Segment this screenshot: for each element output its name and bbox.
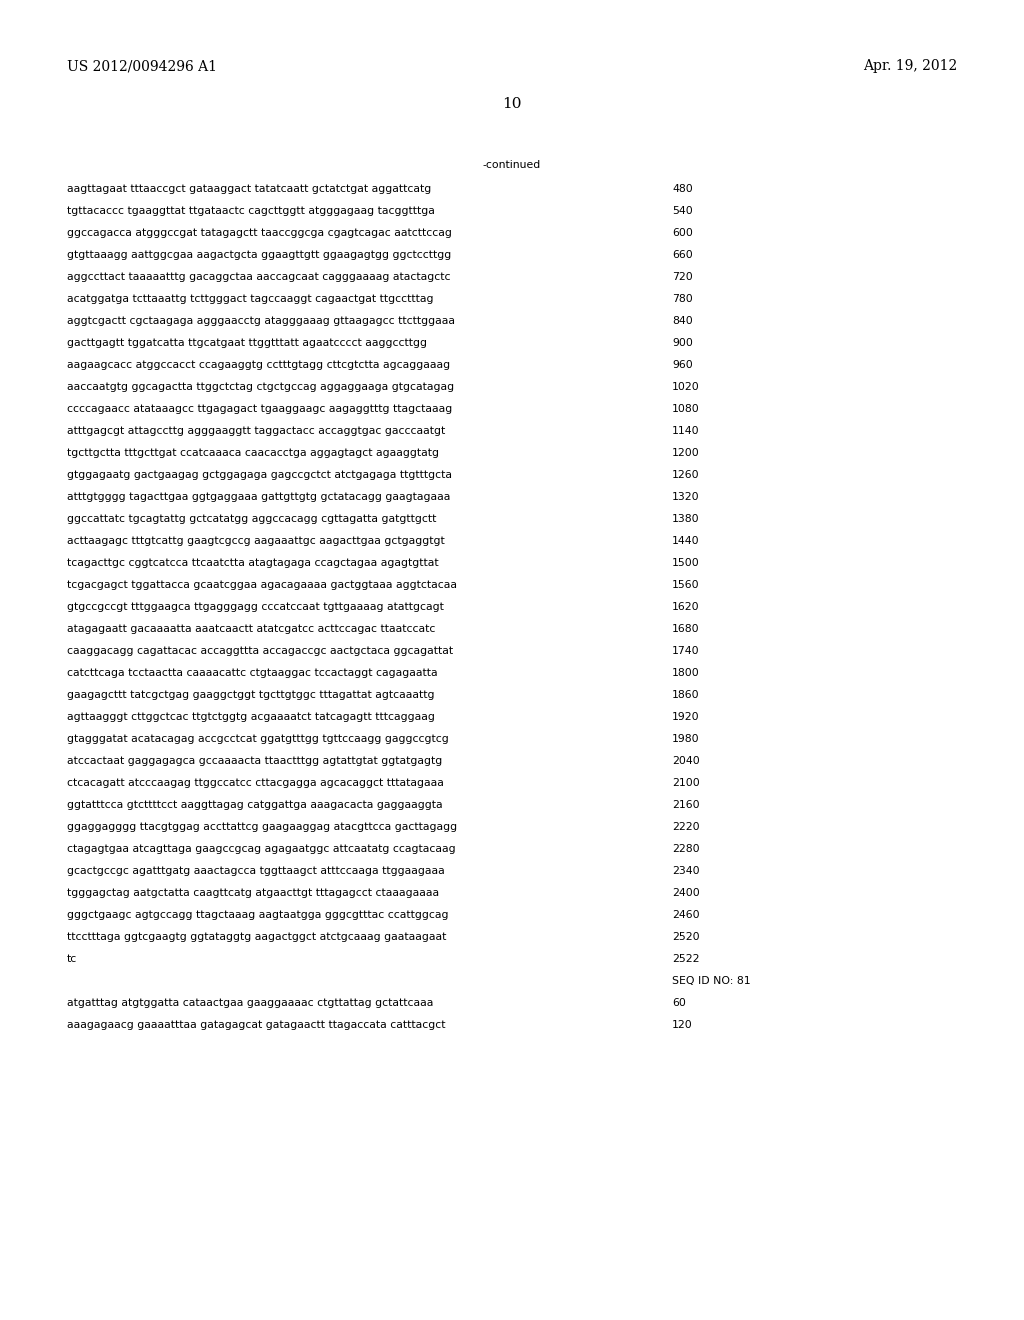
Text: atccactaat gaggagagca gccaaaacta ttaactttgg agtattgtat ggtatgagtg: atccactaat gaggagagca gccaaaacta ttaactt… [67,756,442,766]
Text: tgttacaccc tgaaggttat ttgataactc cagcttggtt atgggagaag tacggtttga: tgttacaccc tgaaggttat ttgataactc cagcttg… [67,206,435,216]
Text: ctcacagatt atcccaagag ttggccatcc cttacgagga agcacaggct tttatagaaa: ctcacagatt atcccaagag ttggccatcc cttacga… [67,777,443,788]
Text: 1500: 1500 [672,558,699,568]
Text: 1560: 1560 [672,579,699,590]
Text: acttaagagc tttgtcattg gaagtcgccg aagaaattgc aagacttgaa gctgaggtgt: acttaagagc tttgtcattg gaagtcgccg aagaaat… [67,536,444,546]
Text: 960: 960 [672,360,693,370]
Text: 780: 780 [672,294,693,304]
Text: -continued: -continued [483,160,541,170]
Text: 1980: 1980 [672,734,699,744]
Text: 900: 900 [672,338,693,348]
Text: 10: 10 [502,96,522,111]
Text: 1920: 1920 [672,711,699,722]
Text: catcttcaga tcctaactta caaaacattc ctgtaaggac tccactaggt cagagaatta: catcttcaga tcctaactta caaaacattc ctgtaag… [67,668,437,678]
Text: tcgacgagct tggattacca gcaatcggaa agacagaaaa gactggtaaa aggtctacaa: tcgacgagct tggattacca gcaatcggaa agacaga… [67,579,457,590]
Text: aggtcgactt cgctaagaga agggaacctg atagggaaag gttaagagcc ttcttggaaa: aggtcgactt cgctaagaga agggaacctg ataggga… [67,315,455,326]
Text: tcagacttgc cggtcatcca ttcaatctta atagtagaga ccagctagaa agagtgttat: tcagacttgc cggtcatcca ttcaatctta atagtag… [67,558,438,568]
Text: gacttgagtt tggatcatta ttgcatgaat ttggtttatt agaatcccct aaggccttgg: gacttgagtt tggatcatta ttgcatgaat ttggttt… [67,338,427,348]
Text: 2340: 2340 [672,866,699,876]
Text: ccccagaacc atataaagcc ttgagagact tgaaggaagc aagaggtttg ttagctaaag: ccccagaacc atataaagcc ttgagagact tgaagga… [67,404,453,414]
Text: agttaagggt cttggctcac ttgtctggtg acgaaaatct tatcagagtt tttcaggaag: agttaagggt cttggctcac ttgtctggtg acgaaaa… [67,711,435,722]
Text: ggccagacca atgggccgat tatagagctt taaccggcga cgagtcagac aatcttccag: ggccagacca atgggccgat tatagagctt taaccgg… [67,228,452,238]
Text: atttgtgggg tagacttgaa ggtgaggaaa gattgttgtg gctatacagg gaagtagaaa: atttgtgggg tagacttgaa ggtgaggaaa gattgtt… [67,492,451,502]
Text: 2460: 2460 [672,909,699,920]
Text: gggctgaagc agtgccagg ttagctaaag aagtaatgga gggcgtttac ccattggcag: gggctgaagc agtgccagg ttagctaaag aagtaatg… [67,909,449,920]
Text: US 2012/0094296 A1: US 2012/0094296 A1 [67,59,217,73]
Text: aggccttact taaaaatttg gacaggctaa aaccagcaat cagggaaaag atactagctc: aggccttact taaaaatttg gacaggctaa aaccagc… [67,272,451,282]
Text: caaggacagg cagattacac accaggttta accagaccgc aactgctaca ggcagattat: caaggacagg cagattacac accaggttta accagac… [67,645,454,656]
Text: 1860: 1860 [672,690,699,700]
Text: 2220: 2220 [672,822,699,832]
Text: 1800: 1800 [672,668,699,678]
Text: 1200: 1200 [672,447,699,458]
Text: 540: 540 [672,206,693,216]
Text: ggaggagggg ttacgtggag accttattcg gaagaaggag atacgttcca gacttagagg: ggaggagggg ttacgtggag accttattcg gaagaag… [67,822,457,832]
Text: aagttagaat tttaaccgct gataaggact tatatcaatt gctatctgat aggattcatg: aagttagaat tttaaccgct gataaggact tatatca… [67,183,431,194]
Text: 1080: 1080 [672,404,699,414]
Text: gcactgccgc agatttgatg aaactagcca tggttaagct atttccaaga ttggaagaaa: gcactgccgc agatttgatg aaactagcca tggttaa… [67,866,444,876]
Text: atagagaatt gacaaaatta aaatcaactt atatcgatcc acttccagac ttaatccatc: atagagaatt gacaaaatta aaatcaactt atatcga… [67,624,435,634]
Text: tgcttgctta tttgcttgat ccatcaaaca caacacctga aggagtagct agaaggtatg: tgcttgctta tttgcttgat ccatcaaaca caacacc… [67,447,439,458]
Text: 2520: 2520 [672,932,699,942]
Text: ttcctttaga ggtcgaagtg ggtataggtg aagactggct atctgcaaag gaataagaat: ttcctttaga ggtcgaagtg ggtataggtg aagactg… [67,932,446,942]
Text: 2522: 2522 [672,954,699,964]
Text: 660: 660 [672,249,693,260]
Text: gtggagaatg gactgaagag gctggagaga gagccgctct atctgagaga ttgtttgcta: gtggagaatg gactgaagag gctggagaga gagccgc… [67,470,452,480]
Text: gtagggatat acatacagag accgcctcat ggatgtttgg tgttccaagg gaggccgtcg: gtagggatat acatacagag accgcctcat ggatgtt… [67,734,449,744]
Text: 1140: 1140 [672,426,699,436]
Text: 480: 480 [672,183,693,194]
Text: tgggagctag aatgctatta caagttcatg atgaacttgt tttagagcct ctaaagaaaa: tgggagctag aatgctatta caagttcatg atgaact… [67,888,439,898]
Text: atttgagcgt attagccttg agggaaggtt taggactacc accaggtgac gacccaatgt: atttgagcgt attagccttg agggaaggtt taggact… [67,426,445,436]
Text: 1620: 1620 [672,602,699,612]
Text: SEQ ID NO: 81: SEQ ID NO: 81 [672,975,751,986]
Text: 1260: 1260 [672,470,699,480]
Text: 2040: 2040 [672,756,699,766]
Text: 1380: 1380 [672,513,699,524]
Text: ggccattatc tgcagtattg gctcatatgg aggccacagg cgttagatta gatgttgctt: ggccattatc tgcagtattg gctcatatgg aggccac… [67,513,436,524]
Text: 2280: 2280 [672,843,699,854]
Text: 720: 720 [672,272,693,282]
Text: ggtatttcca gtcttttcct aaggttagag catggattga aaagacacta gaggaaggta: ggtatttcca gtcttttcct aaggttagag catggat… [67,800,442,810]
Text: tc: tc [67,954,77,964]
Text: ctagagtgaa atcagttaga gaagccgcag agagaatggc attcaatatg ccagtacaag: ctagagtgaa atcagttaga gaagccgcag agagaat… [67,843,456,854]
Text: 1320: 1320 [672,492,699,502]
Text: acatggatga tcttaaattg tcttgggact tagccaaggt cagaactgat ttgcctttag: acatggatga tcttaaattg tcttgggact tagccaa… [67,294,433,304]
Text: gtgttaaagg aattggcgaa aagactgcta ggaagttgtt ggaagagtgg ggctccttgg: gtgttaaagg aattggcgaa aagactgcta ggaagtt… [67,249,452,260]
Text: 2100: 2100 [672,777,699,788]
Text: 1740: 1740 [672,645,699,656]
Text: gtgccgccgt tttggaagca ttgagggagg cccatccaat tgttgaaaag atattgcagt: gtgccgccgt tttggaagca ttgagggagg cccatcc… [67,602,443,612]
Text: aagaagcacc atggccacct ccagaaggtg cctttgtagg cttcgtctta agcaggaaag: aagaagcacc atggccacct ccagaaggtg cctttgt… [67,360,451,370]
Text: 2160: 2160 [672,800,699,810]
Text: 2400: 2400 [672,888,699,898]
Text: Apr. 19, 2012: Apr. 19, 2012 [863,59,957,73]
Text: 1440: 1440 [672,536,699,546]
Text: atgatttag atgtggatta cataactgaa gaaggaaaac ctgttattag gctattcaaa: atgatttag atgtggatta cataactgaa gaaggaaa… [67,998,433,1008]
Text: gaagagcttt tatcgctgag gaaggctggt tgcttgtggc tttagattat agtcaaattg: gaagagcttt tatcgctgag gaaggctggt tgcttgt… [67,690,434,700]
Text: aaccaatgtg ggcagactta ttggctctag ctgctgccag aggaggaaga gtgcatagag: aaccaatgtg ggcagactta ttggctctag ctgctgc… [67,381,454,392]
Text: 840: 840 [672,315,693,326]
Text: 1680: 1680 [672,624,699,634]
Text: aaagagaacg gaaaatttaa gatagagcat gatagaactt ttagaccata catttacgct: aaagagaacg gaaaatttaa gatagagcat gatagaa… [67,1020,445,1030]
Text: 600: 600 [672,228,693,238]
Text: 120: 120 [672,1020,693,1030]
Text: 60: 60 [672,998,686,1008]
Text: 1020: 1020 [672,381,699,392]
